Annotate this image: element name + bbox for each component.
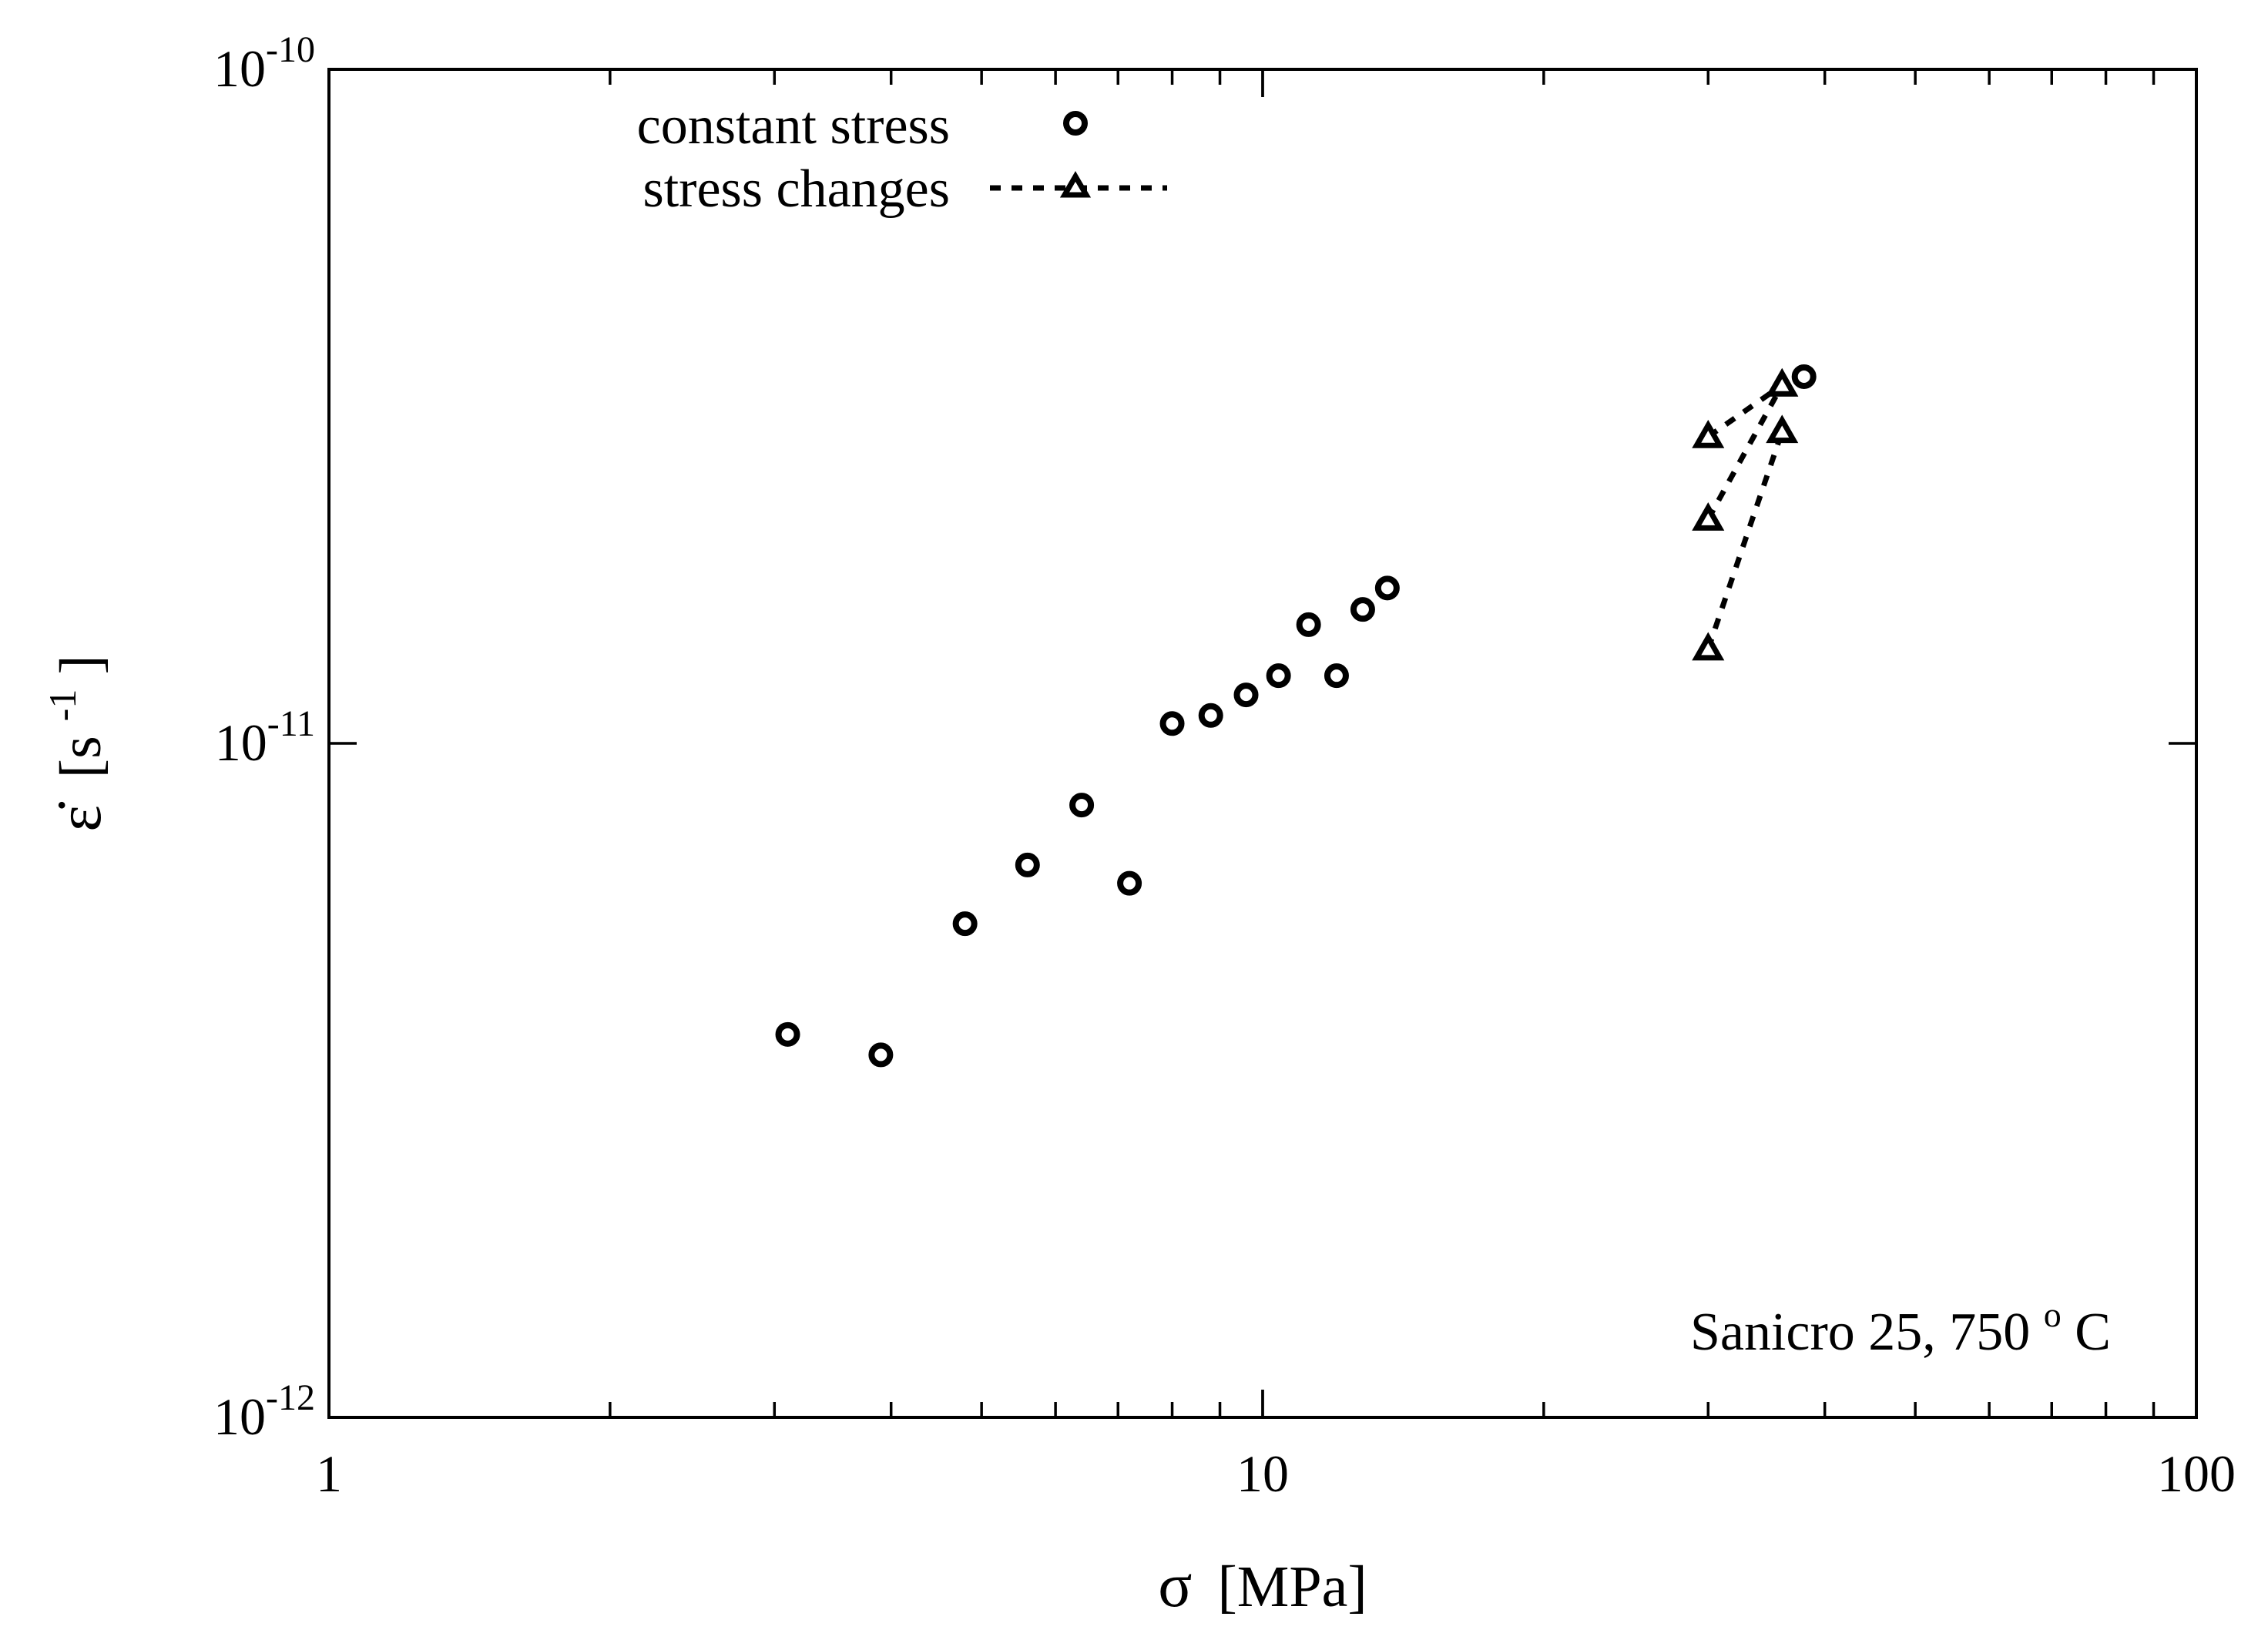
constant-stress-point: [1296, 612, 1321, 637]
legend-label-stress-changes: stress changes: [642, 159, 950, 219]
annotation-text: Sanicro 25, 750: [1690, 1303, 2030, 1362]
constant-stress-point: [1324, 663, 1349, 689]
x-tick-label: 100: [2157, 1444, 2236, 1503]
y-tick-label: 10-10: [213, 29, 315, 98]
y-tick-labels: 10-12 10-11 10-10: [213, 29, 315, 1446]
constant-stress-point: [868, 1042, 894, 1068]
y-axis-unit-prefix: [s: [49, 736, 113, 778]
stress-change-point: [1766, 414, 1799, 444]
data-markers: [775, 364, 1817, 1068]
y-tick-label: 10-11: [215, 703, 315, 772]
x-tick-labels: 1 10 100: [316, 1444, 2236, 1503]
stress-change-segment: [1705, 431, 1785, 650]
annotation-degree: o: [2044, 1295, 2062, 1334]
y-axis-unit-suffix: ]: [49, 655, 113, 674]
stress-change-segment: [1706, 384, 1785, 521]
constant-stress-point: [1374, 575, 1400, 601]
constant-stress-point: [952, 911, 978, 937]
legend-marker-triangle: [1059, 171, 1092, 198]
stress-change-point: [1692, 502, 1725, 531]
x-tick-label: 10: [1236, 1444, 1289, 1503]
legend-label-constant-stress: constant stress: [637, 96, 950, 156]
stress-change-point: [1766, 367, 1799, 397]
x-tick-label: 1: [316, 1444, 342, 1503]
constant-stress-point: [1159, 711, 1185, 736]
constant-stress-point: [1069, 793, 1095, 818]
tick-marks: [327, 68, 2198, 1419]
constant-stress-point: [1015, 852, 1040, 877]
material-temperature-annotation: Sanicro 25, 750 o C: [1690, 1279, 2111, 1362]
constant-stress-point: [1791, 364, 1817, 389]
x-axis-unit: [MPa]: [1218, 1554, 1367, 1619]
y-axis-label: ε̇ [s -1 ]: [24, 655, 114, 831]
plot-frame: [327, 68, 2198, 1419]
stress-change-point: [1692, 419, 1725, 448]
x-axis-symbol: σ: [1158, 1550, 1192, 1620]
constant-stress-point: [775, 1021, 800, 1047]
constant-stress-point: [1350, 597, 1375, 622]
y-axis-symbol: ε̇: [44, 801, 114, 831]
y-axis-unit-exp: -1: [41, 689, 84, 722]
annotation-unit: C: [2075, 1303, 2111, 1362]
constant-stress-point: [1266, 663, 1291, 689]
constant-stress-point: [1233, 682, 1259, 708]
stress-change-point: [1692, 632, 1725, 661]
legend: constant stress stress changes: [637, 96, 1167, 219]
stress-changes-lines: [1705, 383, 1785, 650]
constant-stress-point: [1117, 870, 1142, 896]
constant-stress-point: [1198, 703, 1223, 728]
y-tick-label: 10-12: [213, 1377, 315, 1446]
legend-marker-circle: [1063, 111, 1088, 136]
x-axis-label: σ [MPa]: [1158, 1550, 1367, 1620]
